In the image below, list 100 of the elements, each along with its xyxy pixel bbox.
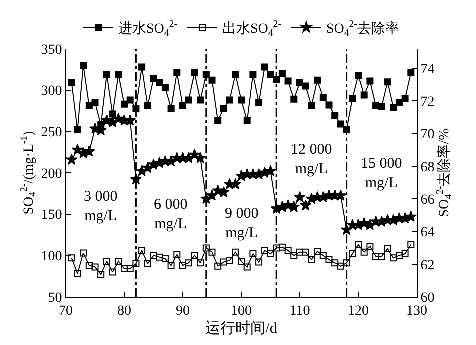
- point: [384, 78, 392, 86]
- point: [174, 251, 181, 258]
- point: [98, 271, 105, 278]
- point: [408, 241, 415, 248]
- point: [273, 244, 280, 252]
- point: [214, 117, 222, 124]
- y2-tick-label: 62: [420, 258, 435, 274]
- annotation: 3 000 mg/L: [84, 189, 118, 224]
- point: [197, 260, 204, 267]
- x-tick-label: 70: [59, 304, 73, 319]
- point: [232, 71, 240, 78]
- x-tick-label: 130: [406, 304, 428, 319]
- y2-tick-label: 64: [420, 226, 435, 241]
- point: [360, 248, 368, 256]
- point: [121, 100, 128, 108]
- point: [402, 250, 409, 258]
- point: [180, 262, 186, 270]
- point: [337, 120, 344, 128]
- point: [86, 102, 93, 110]
- annotation: 9 000 mg/L: [225, 206, 259, 242]
- x-tick-label: 120: [348, 304, 369, 319]
- point: [308, 102, 316, 110]
- point: [202, 244, 210, 252]
- point: [335, 190, 347, 201]
- point: [300, 200, 312, 211]
- point: [284, 247, 292, 254]
- point: [132, 260, 140, 268]
- point: [314, 248, 322, 256]
- annotation: 12 000 mg/L: [291, 142, 332, 178]
- point: [296, 248, 304, 256]
- point: [226, 257, 234, 264]
- point: [326, 256, 333, 264]
- point: [290, 252, 298, 260]
- point: [390, 254, 398, 262]
- point: [92, 99, 99, 106]
- point: [402, 95, 409, 102]
- point: [250, 250, 257, 258]
- point: [261, 64, 268, 71]
- y2-tick-label: 72: [420, 95, 435, 110]
- point: [296, 79, 304, 86]
- point: [109, 110, 116, 118]
- point: [103, 71, 110, 78]
- point: [366, 243, 374, 250]
- point: [396, 252, 403, 260]
- point: [349, 95, 356, 102]
- point: [214, 262, 222, 270]
- annotation: 15 000 mg/L: [361, 156, 402, 192]
- y-tick-label: 150: [41, 208, 62, 224]
- point: [92, 264, 99, 271]
- x-tick-label: 110: [290, 304, 310, 319]
- point: [220, 258, 228, 266]
- point: [355, 241, 362, 248]
- y2-tick-label: 74: [420, 62, 435, 78]
- point: [138, 64, 146, 71]
- point: [405, 210, 417, 222]
- point: [320, 252, 327, 260]
- point: [308, 256, 316, 264]
- point: [162, 84, 169, 92]
- point: [230, 178, 242, 190]
- y-tick-label: 100: [41, 250, 62, 265]
- y2-tick-label: 70: [420, 128, 435, 143]
- point: [121, 265, 128, 272]
- point: [115, 258, 122, 265]
- point: [84, 146, 96, 157]
- x-tick-label: 80: [118, 304, 132, 319]
- point: [138, 247, 146, 254]
- point: [168, 105, 175, 112]
- point: [74, 270, 82, 278]
- point: [244, 264, 251, 271]
- point: [396, 99, 403, 106]
- point: [208, 248, 216, 256]
- point: [80, 62, 88, 70]
- point: [278, 70, 286, 78]
- point: [80, 250, 88, 257]
- point: [156, 79, 164, 86]
- point: [126, 96, 134, 104]
- point: [220, 105, 228, 112]
- point: [372, 252, 380, 260]
- point: [156, 254, 164, 261]
- point: [360, 92, 368, 99]
- point: [337, 262, 344, 270]
- point: [150, 75, 158, 82]
- y2-tick-label: 66: [420, 193, 435, 208]
- point: [378, 103, 386, 110]
- x-tick-label: 100: [231, 304, 252, 319]
- point: [267, 71, 274, 78]
- point: [208, 76, 216, 84]
- point: [74, 126, 82, 134]
- point: [197, 96, 204, 104]
- point: [294, 191, 306, 202]
- point: [180, 102, 186, 110]
- point: [226, 96, 234, 104]
- point: [68, 254, 76, 262]
- point: [261, 247, 268, 254]
- point: [244, 117, 251, 124]
- point: [332, 112, 339, 120]
- point: [408, 69, 415, 76]
- point: [256, 258, 263, 266]
- point: [174, 69, 181, 76]
- point: [343, 260, 350, 267]
